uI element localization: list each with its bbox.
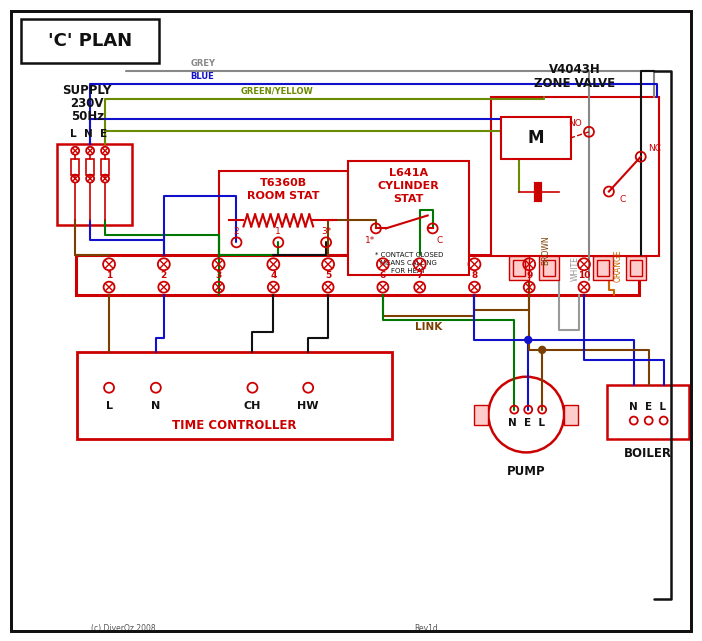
Text: 5: 5 bbox=[325, 271, 331, 279]
Text: 8: 8 bbox=[471, 271, 477, 279]
Text: 1: 1 bbox=[106, 271, 112, 279]
Text: N  E  L: N E L bbox=[629, 402, 666, 412]
Bar bbox=[597, 260, 609, 276]
Bar bbox=[348, 161, 470, 275]
Text: BROWN: BROWN bbox=[541, 235, 550, 265]
Circle shape bbox=[538, 346, 545, 353]
Bar bbox=[625, 256, 646, 280]
Text: C: C bbox=[437, 236, 443, 245]
Text: 4: 4 bbox=[270, 271, 277, 279]
Text: 50Hz: 50Hz bbox=[71, 110, 104, 123]
Text: LINK: LINK bbox=[415, 322, 442, 332]
Bar bbox=[86, 159, 94, 174]
Bar bbox=[539, 256, 559, 280]
Text: 2: 2 bbox=[234, 227, 239, 236]
Text: N  E  L: N E L bbox=[508, 417, 545, 428]
Text: NC: NC bbox=[648, 144, 661, 153]
Bar bbox=[475, 404, 489, 424]
Bar bbox=[22, 19, 159, 63]
Bar bbox=[593, 256, 613, 280]
Text: N: N bbox=[151, 401, 161, 411]
Bar bbox=[77, 352, 392, 440]
Text: T6360B: T6360B bbox=[260, 178, 307, 188]
Text: 9: 9 bbox=[526, 271, 532, 279]
Text: BOILER: BOILER bbox=[623, 447, 672, 460]
Bar bbox=[630, 260, 642, 276]
Bar bbox=[71, 159, 79, 174]
Text: N: N bbox=[84, 129, 93, 139]
Text: FOR HEAT: FOR HEAT bbox=[392, 268, 426, 274]
Bar bbox=[77, 255, 639, 295]
Text: L: L bbox=[70, 129, 77, 139]
Text: L641A: L641A bbox=[389, 168, 428, 178]
Text: GREEN/YELLOW: GREEN/YELLOW bbox=[241, 87, 313, 96]
Text: 10: 10 bbox=[578, 271, 590, 279]
Text: 6: 6 bbox=[380, 271, 386, 279]
Text: ROOM STAT: ROOM STAT bbox=[247, 190, 319, 201]
Text: TIME CONTROLLER: TIME CONTROLLER bbox=[172, 419, 297, 432]
Text: ZONE VALVE: ZONE VALVE bbox=[534, 76, 616, 90]
Bar bbox=[218, 171, 348, 255]
Bar bbox=[513, 260, 525, 276]
Text: Rev1d: Rev1d bbox=[415, 624, 439, 633]
Text: CYLINDER: CYLINDER bbox=[378, 181, 439, 190]
Text: C: C bbox=[620, 195, 626, 204]
Bar bbox=[58, 144, 132, 226]
Text: M: M bbox=[528, 129, 545, 147]
Text: 2: 2 bbox=[161, 271, 167, 279]
Text: (c) DiverOz 2008: (c) DiverOz 2008 bbox=[91, 624, 156, 633]
Text: MEANS CALLING: MEANS CALLING bbox=[380, 260, 437, 266]
Bar bbox=[491, 97, 658, 256]
Text: 1: 1 bbox=[275, 227, 282, 236]
Text: E: E bbox=[100, 129, 107, 139]
Text: L: L bbox=[105, 401, 112, 411]
Text: HW: HW bbox=[298, 401, 319, 411]
Bar bbox=[564, 404, 578, 424]
Text: WHITE: WHITE bbox=[571, 256, 580, 281]
Bar bbox=[543, 260, 555, 276]
Text: SUPPLY: SUPPLY bbox=[62, 85, 112, 97]
Text: NO: NO bbox=[568, 119, 582, 128]
Bar bbox=[607, 385, 689, 440]
Text: 1*: 1* bbox=[365, 236, 375, 245]
Bar bbox=[101, 159, 109, 174]
Text: 3: 3 bbox=[216, 271, 222, 279]
Text: STAT: STAT bbox=[394, 194, 424, 204]
Text: BLUE: BLUE bbox=[191, 72, 214, 81]
Text: 7: 7 bbox=[416, 271, 423, 279]
Text: * CONTACT CLOSED: * CONTACT CLOSED bbox=[375, 253, 443, 258]
Text: CH: CH bbox=[244, 401, 261, 411]
Bar bbox=[501, 117, 571, 159]
Bar bbox=[510, 256, 529, 280]
Circle shape bbox=[524, 337, 531, 344]
Text: 230V: 230V bbox=[70, 97, 104, 110]
Text: ORANGE: ORANGE bbox=[614, 249, 623, 281]
Text: 'C' PLAN: 'C' PLAN bbox=[48, 32, 132, 50]
Text: PUMP: PUMP bbox=[507, 465, 545, 478]
Text: V4043H: V4043H bbox=[549, 63, 601, 76]
Text: 3*: 3* bbox=[321, 227, 331, 236]
Text: GREY: GREY bbox=[191, 59, 216, 68]
